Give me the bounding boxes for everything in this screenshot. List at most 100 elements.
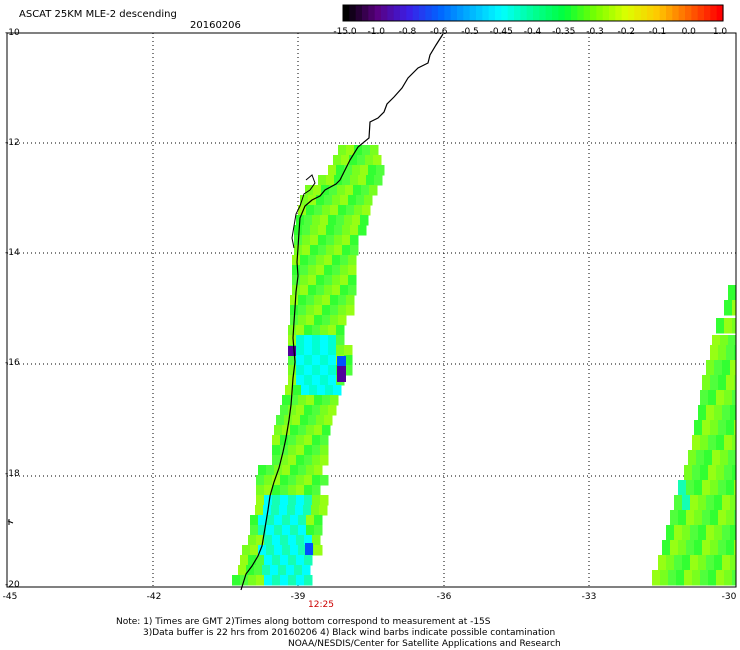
wind-cell (300, 275, 309, 286)
wind-cell (304, 455, 313, 466)
wind-cell (298, 465, 307, 476)
colorbar-segment (628, 5, 635, 21)
lon-label: -30 (721, 592, 737, 602)
wind-cell (320, 475, 329, 486)
wind-cell (306, 425, 315, 436)
wind-cell (348, 195, 357, 206)
colorbar-segment (412, 5, 420, 21)
lat-label: -18 (5, 469, 20, 479)
wind-cell (312, 535, 321, 546)
wind-cell (314, 295, 323, 306)
lat-label: -16 (5, 358, 20, 368)
wind-cell (232, 575, 241, 586)
wind-cell (311, 505, 320, 516)
colorbar-segment (590, 5, 597, 21)
wind-cell (314, 425, 323, 436)
wind-cell (288, 435, 297, 446)
wind-cell (288, 555, 297, 566)
wind-cell (314, 395, 323, 406)
wind-cell (670, 510, 679, 526)
wind-cell (296, 355, 305, 366)
wind-cell (362, 145, 371, 156)
wind-cell (301, 385, 310, 396)
wind-cell (332, 275, 341, 286)
wind-cell (332, 265, 341, 276)
colorbar-segment (476, 5, 483, 21)
wind-cell (698, 555, 707, 571)
wind-cell (308, 275, 317, 286)
map-date: 20160206 (190, 20, 241, 31)
wind-cell (336, 325, 345, 336)
wind-cell (706, 360, 715, 376)
wind-cell (340, 265, 349, 276)
wind-cell (324, 415, 333, 426)
wind-cell (342, 235, 351, 246)
wind-cell (324, 275, 333, 286)
wind-cell (256, 485, 265, 496)
wind-cell (332, 255, 341, 266)
wind-cell (292, 265, 301, 276)
wind-cell (258, 525, 267, 536)
wind-cell (726, 345, 735, 361)
wind-cell (282, 395, 291, 406)
lat-label: -14 (5, 248, 20, 258)
wind-cell (694, 510, 703, 526)
lon-label: -36 (436, 592, 452, 602)
wind-cell (288, 405, 297, 416)
wind-cell (708, 390, 717, 406)
wind-cell (276, 415, 285, 426)
wind-cell (342, 175, 351, 186)
wind-cell (706, 405, 715, 421)
wind-cell (704, 450, 713, 466)
wind-cell (354, 145, 363, 156)
wind-cell (320, 495, 329, 506)
wind-cell (690, 525, 699, 541)
wind-cell (302, 235, 311, 246)
wind-cell (306, 315, 315, 326)
wind-cell (288, 485, 297, 496)
wind-cell (264, 555, 273, 566)
wind-cell (296, 435, 305, 446)
wind-cell (264, 535, 273, 546)
wind-cell (318, 225, 327, 236)
wind-cell (304, 405, 313, 416)
wind-cell (314, 305, 323, 316)
wind-cell (314, 315, 323, 326)
wind-cell (340, 255, 349, 266)
wind-cell (286, 565, 295, 576)
wind-cell (312, 215, 321, 226)
wind-cell (710, 540, 719, 556)
wind-cell (316, 255, 325, 266)
lat-label: -12 (5, 138, 20, 148)
wind-cell (350, 235, 359, 246)
wind-cell (357, 155, 366, 166)
colorbar-segment (393, 5, 401, 21)
colorbar-segment (666, 5, 673, 21)
colorbar-segment (425, 5, 433, 21)
wind-cell (686, 510, 695, 526)
wind-cell (266, 465, 275, 476)
colorbar-segment (678, 5, 686, 21)
wind-cell (722, 555, 731, 571)
wind-cell (322, 295, 331, 306)
wind-cell (272, 455, 281, 466)
wind-cell (352, 215, 361, 226)
wind-cell (724, 318, 733, 334)
wind-cell (294, 565, 303, 576)
wind-cell (364, 195, 373, 206)
wind-cell (255, 505, 264, 516)
wind-cell (302, 225, 311, 236)
wind-cell (722, 495, 731, 511)
wind-cell (358, 175, 367, 186)
wind-cell (272, 475, 281, 486)
wind-cell (292, 415, 301, 426)
wind-cell (300, 255, 309, 266)
colorbar-segment (355, 5, 363, 21)
wind-cell (288, 535, 297, 546)
wind-cell (338, 295, 347, 306)
colorbar-segment (634, 5, 642, 21)
wind-cell (714, 525, 723, 541)
wind-cell (322, 305, 331, 316)
wind-cell (332, 285, 341, 296)
